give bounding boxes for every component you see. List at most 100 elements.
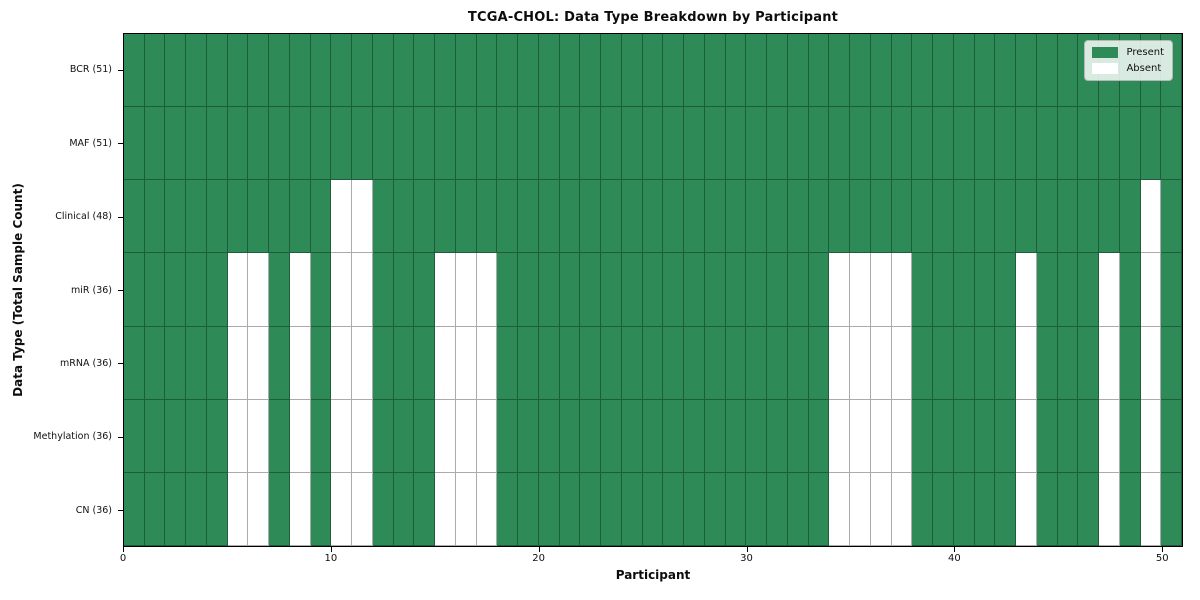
x-axis: 0 10 20 30 40 50 (120, 547, 1183, 569)
cell (933, 253, 954, 327)
cell (186, 472, 207, 546)
cell (829, 107, 851, 181)
cell (704, 253, 726, 327)
cell (352, 399, 373, 473)
cell (538, 253, 560, 327)
cell (414, 253, 436, 327)
cell (124, 180, 145, 254)
cell (1036, 472, 1058, 546)
cell (829, 399, 851, 473)
cell (621, 107, 643, 181)
cell (165, 180, 187, 254)
cell (165, 472, 187, 546)
cell (891, 472, 913, 546)
cell (1161, 180, 1182, 254)
cell (124, 472, 145, 546)
cell (497, 253, 519, 327)
cell (435, 472, 456, 546)
cell (850, 180, 871, 254)
cell (269, 399, 290, 473)
cell (767, 107, 788, 181)
cell (518, 253, 539, 327)
cell (144, 472, 166, 546)
cell (144, 34, 166, 108)
cell (248, 253, 270, 327)
cell (331, 253, 353, 327)
cell (787, 107, 809, 181)
cell (808, 107, 830, 181)
cell (206, 399, 228, 473)
cell (372, 253, 394, 327)
cell (269, 34, 290, 108)
cell (621, 253, 643, 327)
cell (1119, 253, 1141, 327)
cell (621, 472, 643, 546)
cell (455, 326, 477, 400)
cell (393, 253, 415, 327)
cell (953, 180, 975, 254)
cell (953, 399, 975, 473)
cell (787, 326, 809, 400)
legend-present-label: Present (1126, 47, 1164, 58)
cell (476, 326, 498, 400)
cell (704, 180, 726, 254)
cell (1119, 399, 1141, 473)
cell (206, 253, 228, 327)
y-tick-label: CN (36) (75, 504, 112, 516)
cell (1161, 326, 1182, 400)
cell (891, 399, 913, 473)
cell (1057, 399, 1079, 473)
cell (206, 107, 228, 181)
cell (289, 472, 311, 546)
cell (538, 180, 560, 254)
cell (352, 326, 373, 400)
cell (829, 180, 851, 254)
cell (455, 472, 477, 546)
cell (953, 253, 975, 327)
cell (870, 326, 892, 400)
cell (974, 253, 996, 327)
cell (227, 472, 249, 546)
cell (725, 399, 747, 473)
cell (331, 34, 353, 108)
cell (933, 326, 954, 400)
cell (725, 180, 747, 254)
cell (746, 326, 768, 400)
cell (829, 326, 851, 400)
cell (933, 180, 954, 254)
cell (912, 180, 934, 254)
legend-absent-swatch (1092, 63, 1119, 74)
cell (1057, 326, 1079, 400)
cell (248, 399, 270, 473)
cell (331, 107, 353, 181)
cell (310, 326, 332, 400)
cell (1140, 472, 1162, 546)
cell (580, 34, 602, 108)
cell (767, 472, 788, 546)
cell (435, 253, 456, 327)
cell (995, 472, 1017, 546)
y-axis-title: Data Type (Total Sample Count) (11, 183, 25, 397)
cell (165, 326, 187, 400)
cell (1057, 180, 1079, 254)
cell (808, 34, 830, 108)
cell (1016, 472, 1037, 546)
cell (289, 107, 311, 181)
cell (518, 180, 539, 254)
cell (538, 107, 560, 181)
cell (974, 34, 996, 108)
plot-area: Present Absent (123, 33, 1183, 547)
cell (559, 180, 581, 254)
x-tick-mark (123, 547, 124, 552)
legend: Present Absent (1084, 40, 1173, 81)
cell (601, 472, 622, 546)
cell (144, 180, 166, 254)
cell (684, 326, 705, 400)
cell (995, 399, 1017, 473)
cell (663, 107, 685, 181)
cell (518, 34, 539, 108)
x-tick-mark (746, 547, 748, 552)
cell (684, 34, 705, 108)
cell (497, 326, 519, 400)
